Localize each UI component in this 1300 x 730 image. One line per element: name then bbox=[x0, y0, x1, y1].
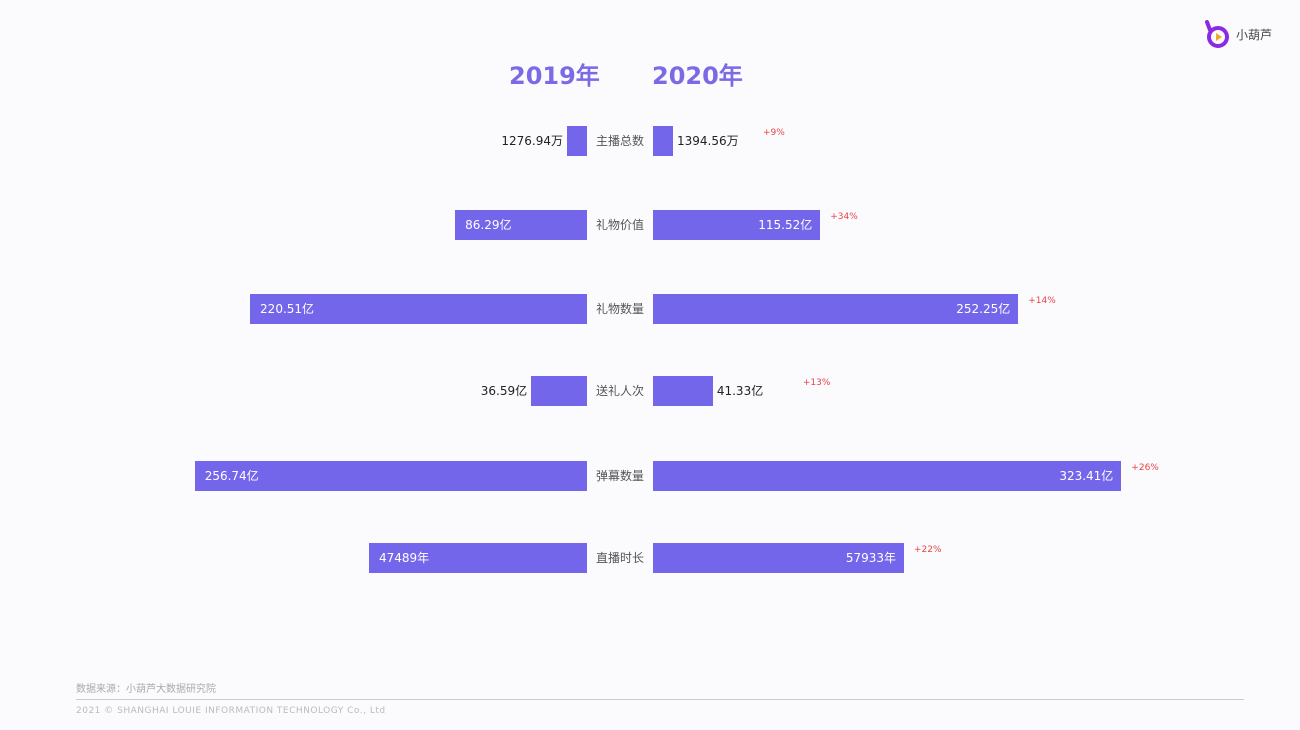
value-label-2019: 36.59亿 bbox=[480, 384, 528, 398]
value-label-2019: 47489年 bbox=[379, 551, 430, 565]
gourd-logo-icon bbox=[1205, 20, 1229, 48]
bar-2020 bbox=[653, 126, 673, 156]
bar-2020 bbox=[653, 294, 1019, 324]
change-label: +14% bbox=[1028, 296, 1056, 306]
brand-name: 小葫芦 bbox=[1236, 27, 1273, 42]
value-label-2019: 256.74亿 bbox=[204, 469, 259, 483]
bar-2019 bbox=[250, 294, 587, 324]
value-label-2020: 323.41亿 bbox=[1059, 469, 1114, 483]
value-label-2019: 220.51亿 bbox=[260, 302, 315, 316]
bar-2019 bbox=[194, 461, 587, 491]
category-label: 弹幕数量 bbox=[595, 469, 644, 483]
data-source: 数据来源：小葫芦大数据研究院 bbox=[76, 684, 216, 695]
bar-2020 bbox=[653, 461, 1122, 491]
category-label: 礼物数量 bbox=[595, 302, 644, 316]
category-label: 主播总数 bbox=[595, 134, 644, 148]
bar-2019 bbox=[369, 543, 587, 573]
bar-2020 bbox=[653, 543, 904, 573]
change-label: +13% bbox=[802, 378, 831, 388]
value-label-2019: 1276.94万 bbox=[501, 134, 563, 148]
change-label: +9% bbox=[763, 128, 785, 138]
value-label-2020: 252.25亿 bbox=[956, 302, 1011, 316]
value-label-2020: 115.52亿 bbox=[758, 218, 813, 232]
bar-2019 bbox=[531, 376, 587, 406]
bar-2020 bbox=[653, 376, 713, 406]
value-label-2020: 1394.56万 bbox=[677, 134, 739, 148]
category-label: 礼物价值 bbox=[595, 218, 644, 232]
value-label-2019: 86.29亿 bbox=[465, 218, 512, 232]
footer-divider bbox=[76, 699, 1244, 700]
change-label: +26% bbox=[1131, 463, 1159, 473]
brand-logo: 小葫芦 bbox=[1204, 20, 1272, 48]
value-label-2020: 57933年 bbox=[845, 551, 896, 565]
category-label: 送礼人次 bbox=[595, 384, 644, 398]
change-label: +34% bbox=[830, 212, 858, 222]
bar-2020 bbox=[653, 210, 821, 240]
copyright: 2021 © SHANGHAI LOUIE INFORMATION TECHNO… bbox=[76, 706, 386, 716]
value-label-2020: 41.33亿 bbox=[716, 384, 764, 398]
bar-2019 bbox=[567, 126, 587, 156]
bar-2019 bbox=[455, 210, 587, 240]
change-label: +22% bbox=[914, 545, 942, 555]
legend-2020: 2020年 bbox=[652, 62, 743, 90]
category-label: 直播时长 bbox=[595, 551, 644, 565]
legend-2019: 2019年 bbox=[509, 62, 600, 90]
